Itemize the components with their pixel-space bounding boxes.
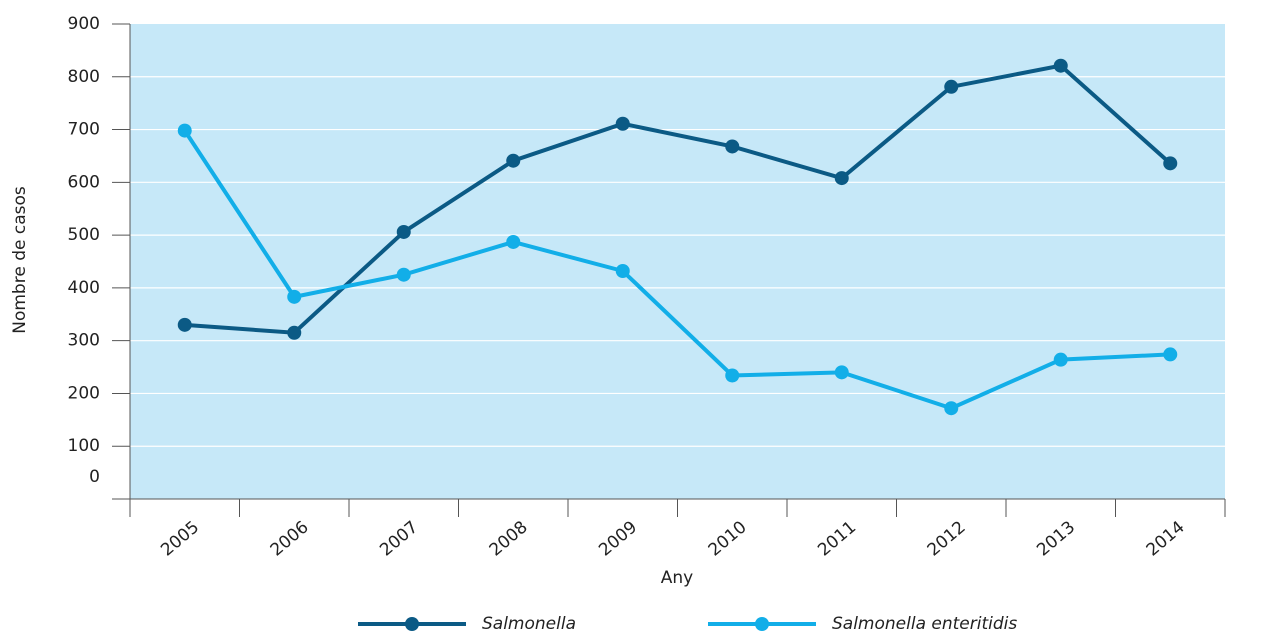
x-tick-label: 2014 bbox=[1143, 517, 1189, 560]
data-point bbox=[615, 264, 630, 278]
data-point bbox=[396, 267, 411, 282]
data-point bbox=[506, 234, 521, 249]
x-tick-label: 2011 bbox=[814, 517, 860, 560]
y-tick-label: 300 bbox=[68, 331, 100, 351]
legend-marker bbox=[755, 617, 769, 631]
data-point bbox=[1053, 58, 1068, 73]
y-tick-label: 600 bbox=[68, 172, 100, 192]
data-point bbox=[944, 79, 959, 94]
data-point bbox=[506, 153, 521, 168]
x-tick-label: 2008 bbox=[486, 517, 532, 560]
series-line bbox=[183, 129, 1171, 411]
x-tick-label: 2013 bbox=[1033, 517, 1079, 560]
legend-label: Salmonella enteritidis bbox=[832, 614, 1017, 633]
y-axis-label: Nombre de casos bbox=[10, 186, 30, 334]
plot-background bbox=[130, 24, 1225, 499]
y-tick-label: 0 bbox=[89, 467, 100, 487]
data-point bbox=[1163, 156, 1178, 171]
y-tick-label: 800 bbox=[68, 67, 100, 87]
data-point bbox=[615, 116, 630, 131]
data-point bbox=[725, 368, 740, 383]
data-point bbox=[287, 325, 302, 340]
data-point bbox=[396, 224, 411, 239]
x-tick-label: 2009 bbox=[595, 517, 641, 560]
legend-marker bbox=[405, 617, 419, 631]
x-axis-label: Any bbox=[661, 568, 693, 588]
x-tick-label: 2012 bbox=[924, 517, 970, 560]
x-tick-label: 2007 bbox=[376, 517, 422, 560]
y-tick-label: 900 bbox=[68, 14, 100, 34]
x-tick-label: 2010 bbox=[705, 517, 751, 560]
legend-label: Salmonella bbox=[482, 614, 576, 633]
data-point bbox=[1053, 352, 1068, 367]
x-tick-label: 2006 bbox=[267, 517, 313, 560]
y-tick-label: 100 bbox=[68, 436, 100, 456]
data-point bbox=[177, 317, 192, 332]
y-tick-label: 500 bbox=[68, 225, 100, 245]
data-point bbox=[287, 289, 302, 304]
y-tick-label: 700 bbox=[68, 120, 100, 140]
data-point bbox=[1163, 347, 1178, 362]
data-point bbox=[177, 123, 192, 138]
y-tick-label: 200 bbox=[68, 383, 100, 403]
series-line bbox=[184, 63, 1172, 335]
data-point bbox=[944, 401, 959, 416]
y-tick-label: 400 bbox=[68, 278, 100, 298]
x-tick-label: 2005 bbox=[157, 517, 203, 560]
data-point bbox=[834, 365, 849, 380]
data-point bbox=[725, 139, 740, 154]
data-point bbox=[834, 171, 849, 186]
